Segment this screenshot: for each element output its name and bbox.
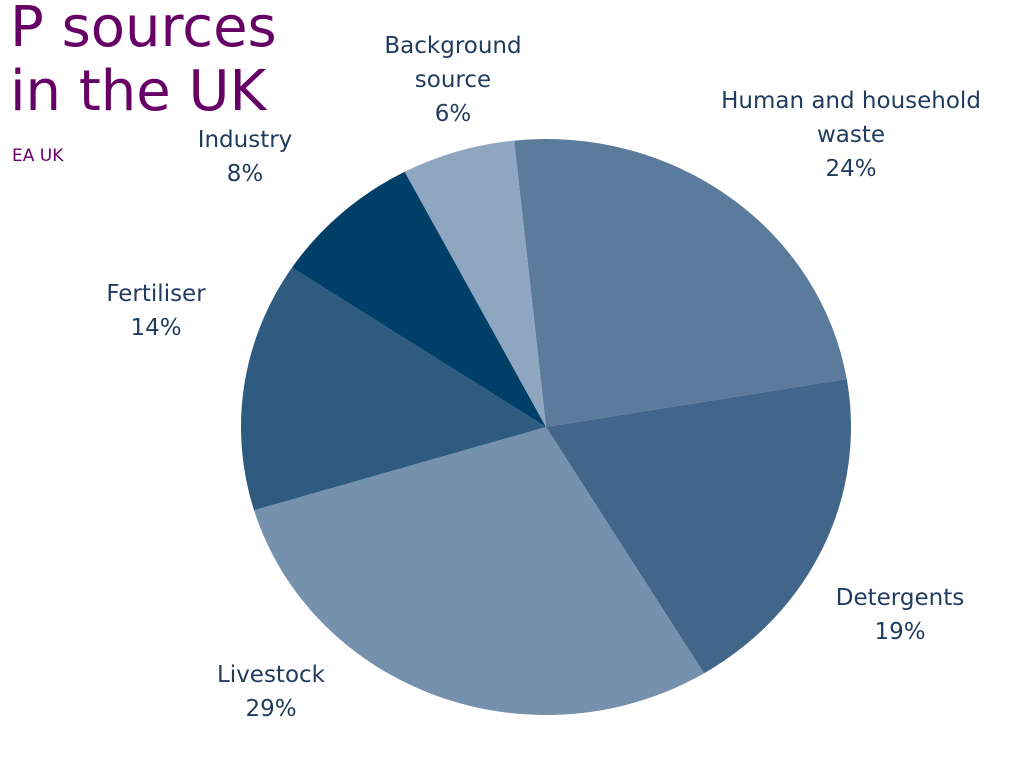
value-label: 14% [130, 315, 182, 341]
slice-label: Fertiliser 14% [81, 277, 231, 345]
chart-title: P sources in the UK [10, 0, 277, 124]
pie-slice [546, 378, 852, 674]
value-label: 19% [874, 619, 926, 645]
value-label: 6% [434, 101, 472, 127]
pie-slice [240, 267, 546, 511]
value-label: 29% [245, 696, 297, 722]
category-label: Livestock [216, 662, 325, 688]
slice-label: Human and household waste 24% [721, 84, 981, 186]
slice-label: Industry 8% [170, 123, 320, 191]
slice-label: Background source 6% [383, 29, 523, 131]
pie-slice [291, 171, 546, 427]
value-label: 24% [825, 156, 877, 182]
chart-subtitle: EA UK [12, 146, 64, 166]
slice-label: Detergents 19% [810, 581, 990, 649]
value-label: 8% [226, 161, 264, 187]
pie-slice [514, 138, 847, 427]
category-label: Human and household waste [721, 88, 981, 148]
category-label: Detergents [835, 585, 965, 611]
category-label: Industry [197, 127, 293, 153]
category-label: Background source [384, 33, 522, 93]
pie-slice [254, 427, 704, 715]
category-label: Fertiliser [106, 281, 206, 307]
slice-label: Livestock 29% [191, 658, 351, 726]
pie-slice [404, 140, 546, 427]
